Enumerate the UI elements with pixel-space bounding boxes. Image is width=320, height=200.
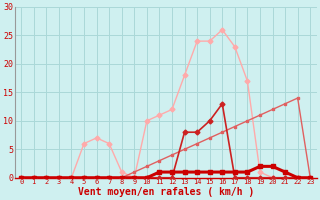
- X-axis label: Vent moyen/en rafales ( km/h ): Vent moyen/en rafales ( km/h ): [77, 187, 254, 197]
